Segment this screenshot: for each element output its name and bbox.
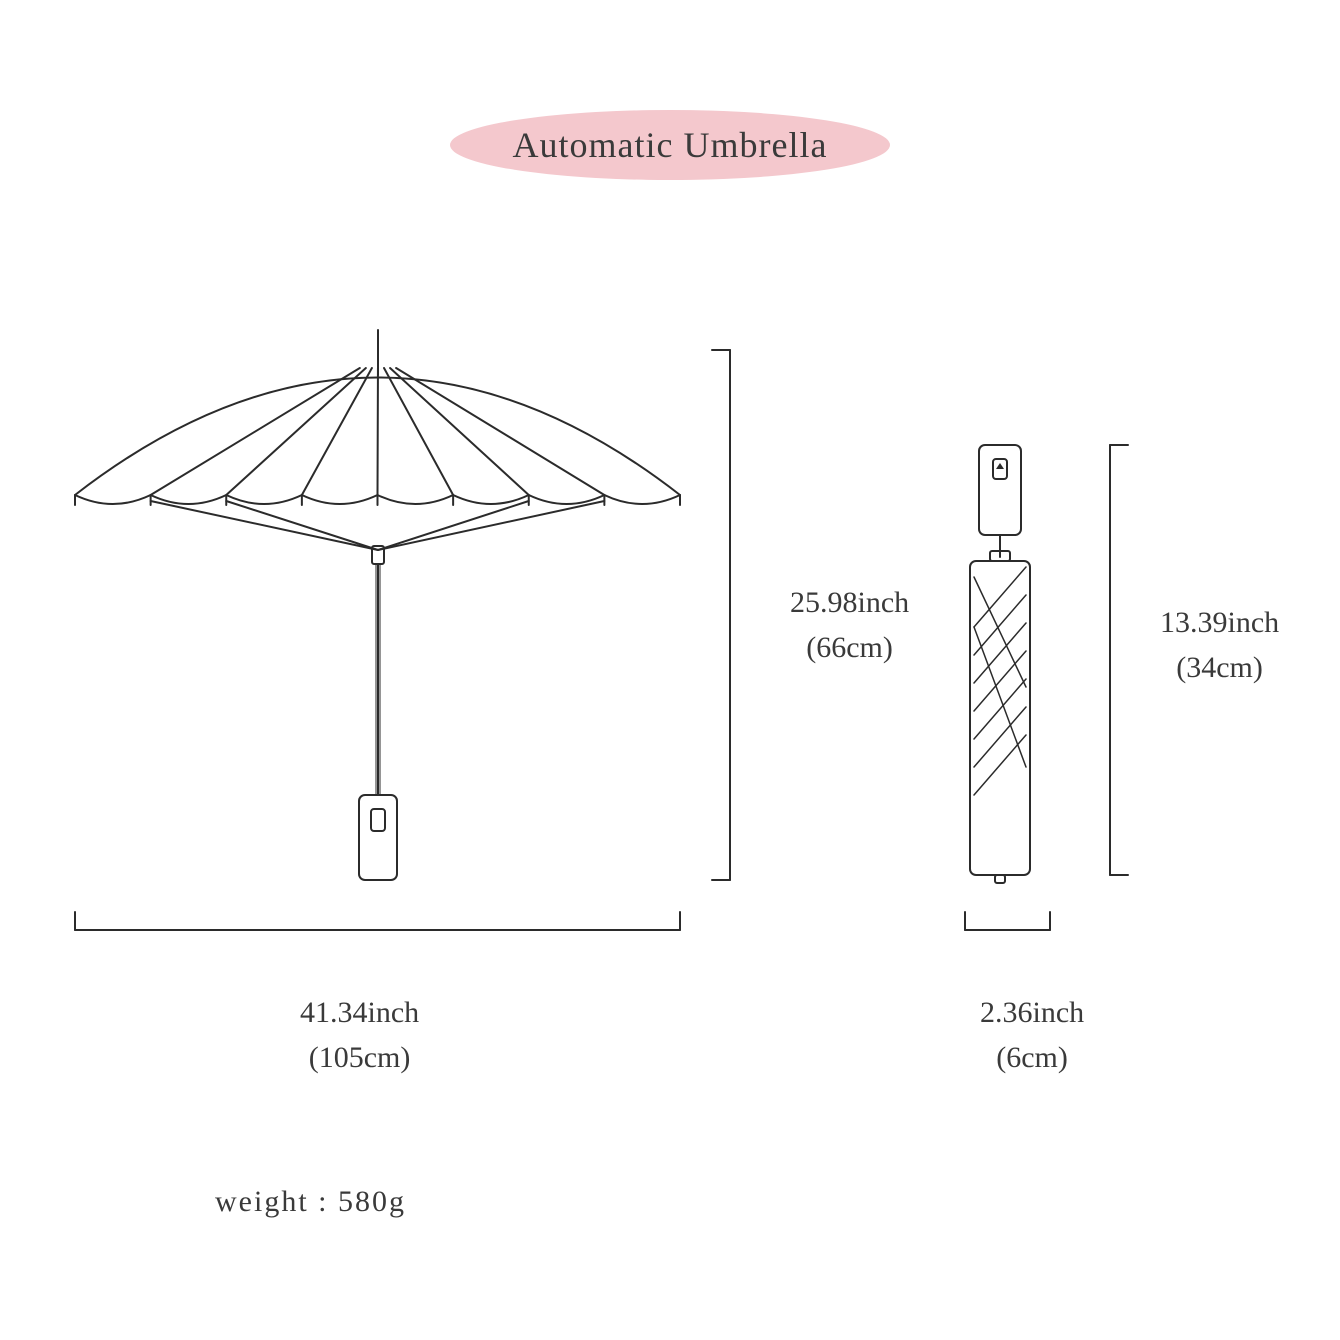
diagram-stage [0, 0, 1340, 1340]
open-height-cm: (66cm) [790, 625, 909, 670]
open-height-label: 25.98inch (66cm) [790, 580, 909, 670]
weight-text: weight : 580g [215, 1185, 406, 1218]
closed-height-inch: 13.39inch [1160, 606, 1279, 639]
closed-width-inch: 2.36inch [980, 996, 1084, 1029]
closed-height-label: 13.39inch (34cm) [1160, 600, 1279, 690]
open-width-inch: 41.34inch [300, 996, 419, 1029]
closed-width-label: 2.36inch (6cm) [980, 990, 1084, 1080]
weight-label: weight : 580g [215, 1185, 406, 1219]
closed-height-cm: (34cm) [1160, 645, 1279, 690]
open-height-inch: 25.98inch [790, 586, 909, 619]
open-width-label: 41.34inch (105cm) [300, 990, 419, 1080]
open-width-cm: (105cm) [300, 1035, 419, 1080]
closed-width-cm: (6cm) [980, 1035, 1084, 1080]
